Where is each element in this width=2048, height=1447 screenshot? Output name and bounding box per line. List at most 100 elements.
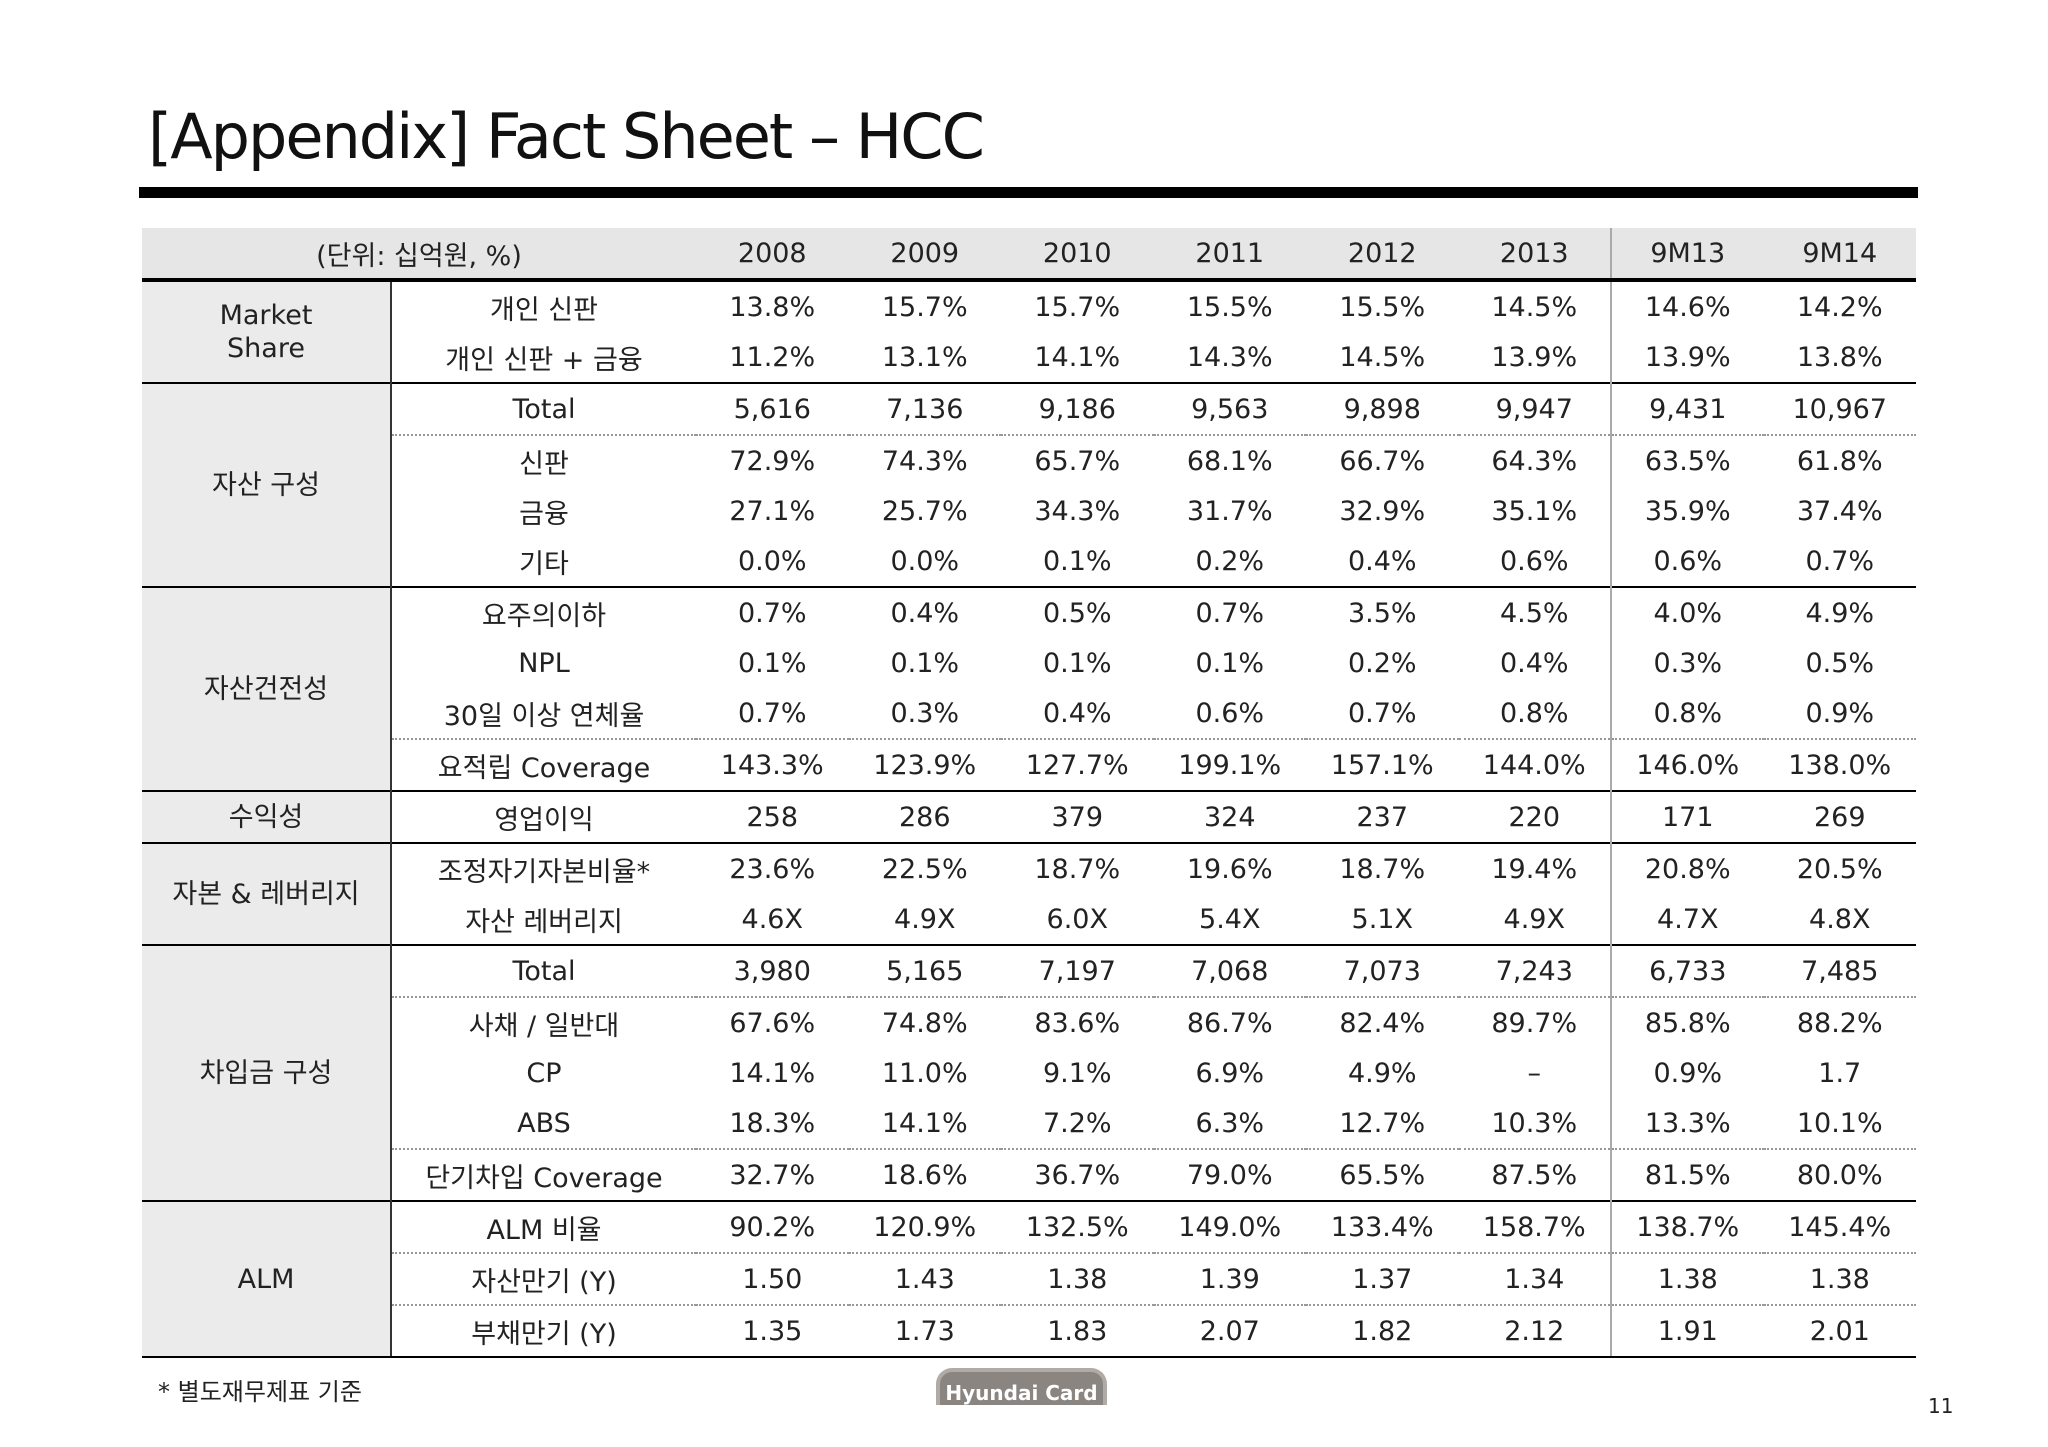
cell: 14.5% [1339, 341, 1426, 373]
cell: 9,947 [1458, 382, 1611, 435]
cell: 27.1% [729, 495, 816, 527]
cell: 5,616 [696, 382, 849, 435]
cell: 2.07 [1153, 1304, 1306, 1358]
cell: 0.1% [1042, 545, 1112, 577]
cell: 14.3% [1186, 341, 1273, 373]
cell: 23.6% [696, 842, 849, 894]
cell: 1.82 [1306, 1304, 1459, 1358]
cell: 67.6% [696, 996, 849, 1048]
cell: 0.1% [1042, 647, 1112, 679]
cell: 7,136 [848, 382, 1001, 435]
cell: 6.3% [1195, 1107, 1265, 1139]
cell: 171 [1610, 790, 1764, 843]
column-header: 9M13 [1610, 228, 1764, 282]
cell: 18.7% [1306, 842, 1459, 894]
cell: 0.4% [1042, 697, 1112, 729]
group-label: 자산건전성 [142, 586, 392, 791]
cell: 36.7% [1001, 1148, 1154, 1201]
cell: 1.39 [1153, 1252, 1306, 1305]
cell: 9,898 [1306, 382, 1459, 435]
cell: 220 [1458, 790, 1611, 843]
cell: 19.6% [1153, 842, 1306, 894]
cell: 7,197 [1001, 944, 1154, 997]
cell: 15.7% [1001, 279, 1154, 332]
row-label: 영업이익 [391, 790, 696, 843]
cell: 0.3% [890, 697, 960, 729]
cell: 4.9X [894, 903, 956, 935]
cell: 14.1% [729, 1057, 816, 1089]
cell: 269 [1763, 790, 1916, 843]
cell: 14.6% [1610, 279, 1764, 332]
cell: 74.8% [848, 996, 1001, 1048]
cell: 0.1% [737, 647, 807, 679]
cell: 15.5% [1153, 279, 1306, 332]
cell: 80.0% [1763, 1148, 1916, 1201]
cell: 7.2% [1042, 1107, 1112, 1139]
cell: – [1527, 1057, 1542, 1089]
row-label: Total [391, 382, 696, 435]
cell: 157.1% [1306, 738, 1459, 791]
cell: 4.9% [1763, 586, 1916, 638]
cell: 0.6% [1195, 697, 1265, 729]
cell: 1.7 [1818, 1057, 1862, 1089]
row-label: 개인 신판 [391, 279, 696, 332]
cell: 66.7% [1306, 434, 1459, 486]
cell: 86.7% [1153, 996, 1306, 1048]
data-row: 사채 / 일반대 67.6% 74.8% 83.6% 86.7% 82.4% 89.7% 85… [142, 996, 1916, 1048]
column-header: 9M14 [1763, 228, 1916, 282]
cell: 143.3% [696, 738, 849, 791]
cell: 379 [1001, 790, 1154, 843]
cell: 31.7% [1186, 495, 1273, 527]
cell: 0.7% [696, 586, 849, 638]
title-rule [139, 187, 1918, 198]
column-header: 2013 [1458, 228, 1611, 282]
cell: 4.9X [1503, 903, 1565, 935]
data-row: 자본 & 레버리지 조정자기자본비율* 23.6% 22.5% 18.7% 19.6% 18… [142, 842, 1916, 945]
cell: 9,563 [1153, 382, 1306, 435]
row-label: 신판 [391, 434, 696, 486]
row-label: 자산만기 (Y) [391, 1252, 696, 1305]
cell: 3.5% [1306, 586, 1459, 638]
cell: 0.6% [1499, 545, 1569, 577]
cell: 0.3% [1610, 638, 1764, 688]
row-label: ALM 비율 [391, 1200, 696, 1253]
cell: 13.3% [1610, 1098, 1764, 1149]
cell: 5.4X [1199, 903, 1261, 935]
column-header: 2008 [696, 228, 849, 282]
cell: 158.7% [1458, 1200, 1611, 1253]
data-row: Market Share 개인 신판 13.8% 15.7% 15.7% 15.5% 15.… [142, 279, 1916, 383]
cell: 1.73 [848, 1304, 1001, 1358]
cell: 5,165 [848, 944, 1001, 997]
cell: 7,073 [1306, 944, 1459, 997]
cell: 18.6% [848, 1148, 1001, 1201]
cell: 258 [696, 790, 849, 843]
cell: 0.8% [1499, 697, 1569, 729]
cell: 11.2% [729, 341, 816, 373]
data-row: 자산 구성 Total 5,616 7,136 9,186 9,563 9,898 9,947… [142, 382, 1916, 587]
row-label: 단기차입 Coverage [391, 1148, 696, 1201]
cell: 18.3% [729, 1107, 816, 1139]
group-label: 수익성 [142, 790, 392, 843]
cell: 7,485 [1763, 944, 1916, 997]
cell: 35.9% [1610, 486, 1764, 536]
cell: 19.4% [1458, 842, 1611, 894]
data-row: ALM ALM 비율 90.2% 120.9% 132.5% 149.0% 133.4% 15… [142, 1200, 1916, 1358]
row-label: 사채 / 일반대 [391, 996, 696, 1048]
cell: 9.1% [1042, 1057, 1112, 1089]
cell: 63.5% [1610, 434, 1764, 486]
data-row: 자산건전성 요주의이하 0.7% 0.4% 0.5% 0.7% 3.5% 4.5% 4.0% 4.… [142, 586, 1916, 791]
header-row: (단위: 십억원, %) 2008 2009 2010 2011 2012 2013 9M13… [142, 228, 1916, 282]
cell: 20.5% [1763, 842, 1916, 894]
cell: 6,733 [1610, 944, 1764, 997]
cell: 4.8X [1809, 903, 1871, 935]
group-label: Market Share [142, 279, 392, 383]
row-label: 금융 [519, 498, 569, 530]
cell: 324 [1153, 790, 1306, 843]
cell: 61.8% [1763, 434, 1916, 486]
cell: 0.4% [1347, 545, 1417, 577]
cell: 0.9% [1805, 697, 1875, 729]
cell: 146.0% [1610, 738, 1764, 791]
row-label: 요적립 Coverage [391, 738, 696, 791]
cell: 9,431 [1610, 382, 1764, 435]
